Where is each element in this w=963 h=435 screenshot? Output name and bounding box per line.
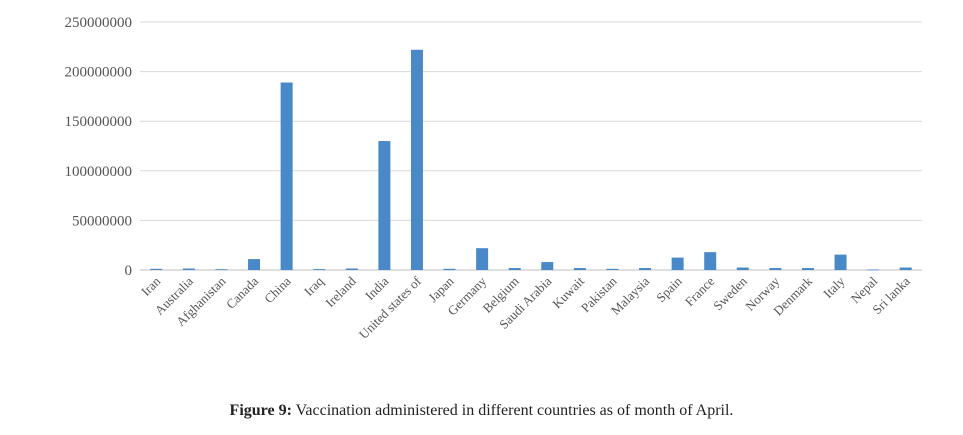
x-tick-label: China [261, 273, 294, 306]
bar [573, 268, 586, 270]
bar [769, 268, 782, 270]
bar [150, 268, 163, 270]
x-tick-label: Spain [653, 273, 685, 305]
bar [215, 269, 228, 271]
bar [476, 248, 489, 270]
bar [639, 268, 652, 270]
x-tick-label: Italy [820, 273, 848, 301]
y-tick-label: 0 [125, 263, 133, 279]
bar [443, 268, 456, 270]
y-tick-label: 100000000 [65, 164, 133, 180]
bar [736, 267, 749, 270]
bar [671, 257, 684, 270]
caption-text: Vaccination administered in different co… [291, 402, 734, 419]
bar [378, 141, 391, 270]
y-tick-label: 150000000 [65, 114, 133, 130]
x-tick-label: Ireland [322, 273, 359, 310]
bar [867, 269, 880, 271]
y-tick-label: 250000000 [65, 15, 133, 31]
bar [704, 252, 717, 270]
caption-label: Figure 9: [229, 402, 292, 419]
x-tick-label: Iraq [301, 273, 327, 299]
bar [541, 262, 554, 270]
bar [280, 82, 293, 271]
bar [248, 259, 261, 270]
figure-caption: Figure 9: Vaccination administered in di… [0, 402, 963, 420]
bar [606, 268, 619, 270]
bar-chart: 0 50000000 100000000 150000000 200000000 2500… [65, 15, 922, 342]
chart-svg: 0 50000000 100000000 150000000 200000000 2500… [65, 15, 922, 342]
bar [834, 254, 847, 270]
bar [182, 268, 195, 270]
bar [313, 269, 326, 270]
x-tick-label: Iran [138, 273, 164, 299]
x-tick-label: Sweden [710, 273, 750, 313]
y-tick-label: 50000000 [72, 213, 132, 229]
bar [801, 268, 814, 270]
bar [508, 268, 521, 270]
bar [345, 268, 358, 270]
y-tick-label: 200000000 [65, 65, 133, 81]
bar [410, 49, 423, 270]
bar [899, 267, 912, 270]
x-tick-label: Canada [223, 273, 261, 311]
